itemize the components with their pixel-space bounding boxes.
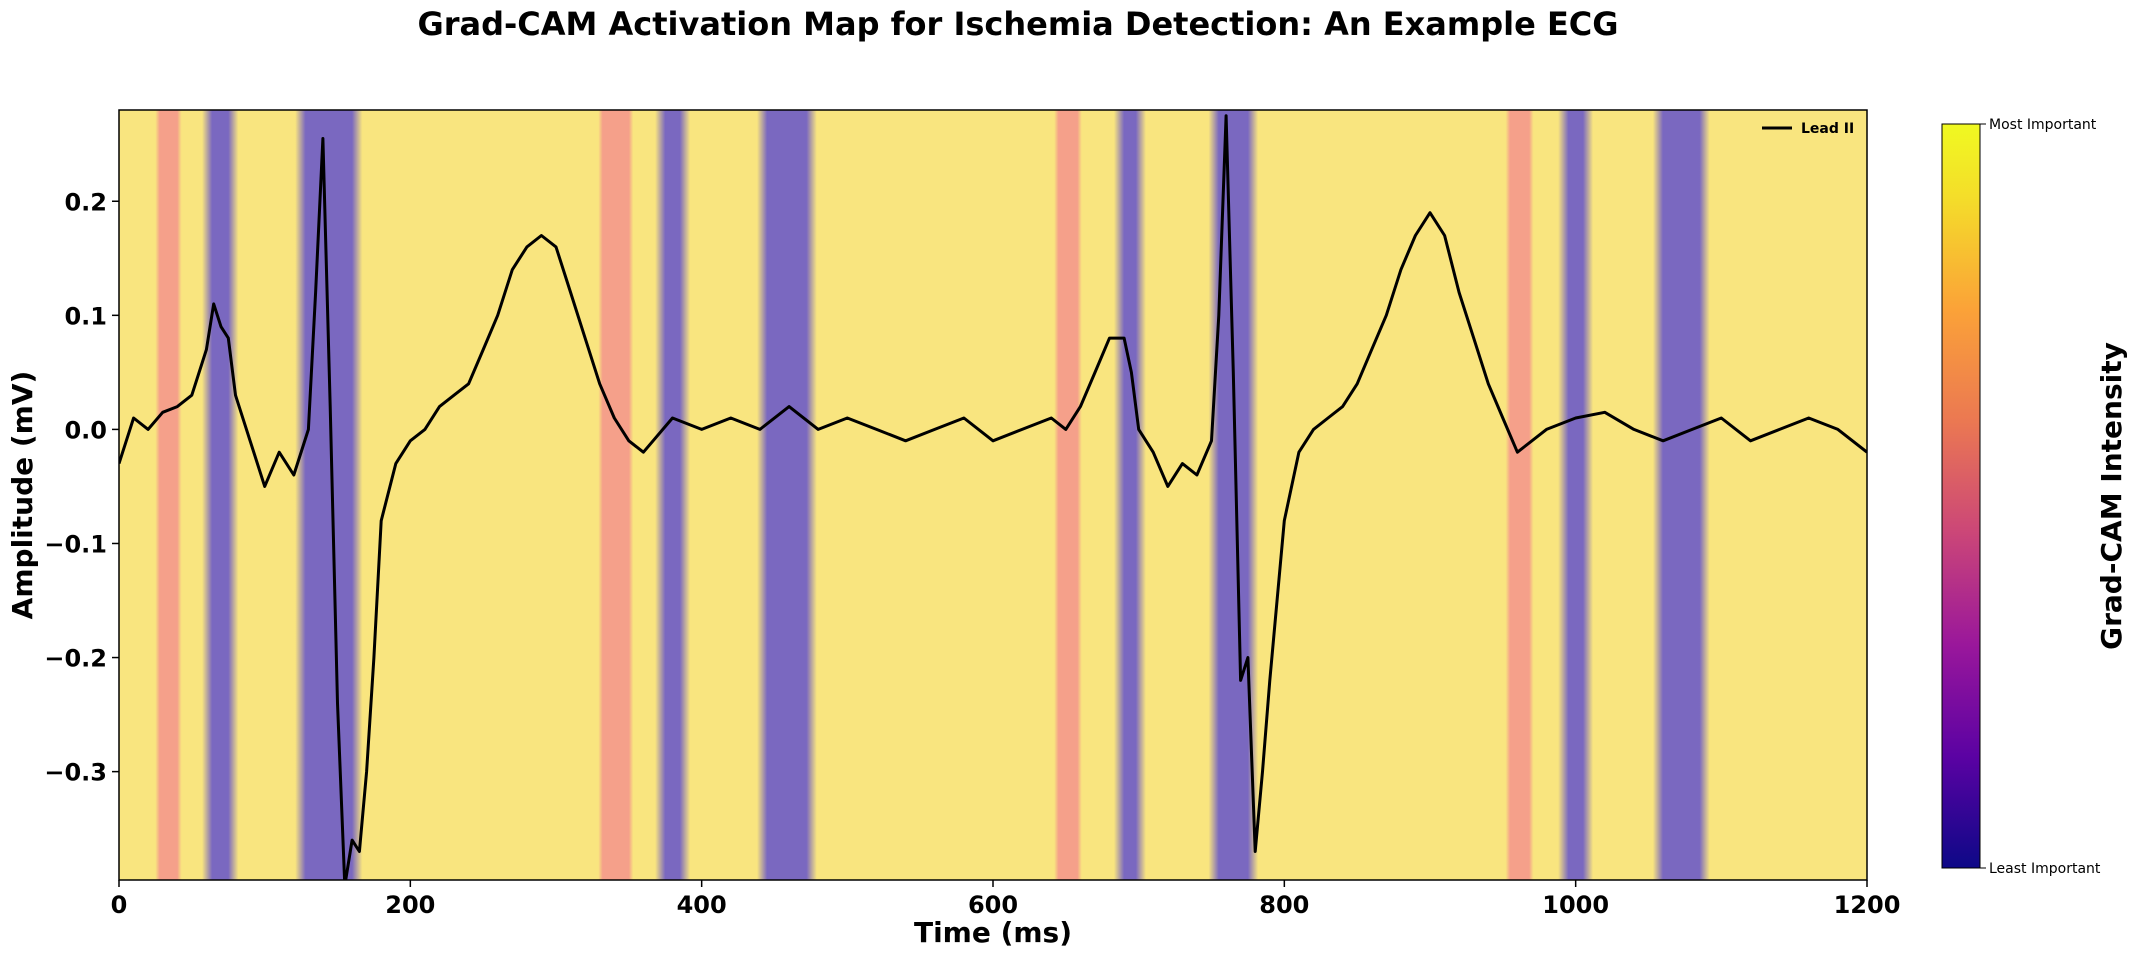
x-tick-label: 200 [385,891,435,919]
x-tick-label: 600 [968,891,1018,919]
x-tick-label: 1000 [1542,891,1609,919]
y-tick-label: −0.1 [44,530,107,558]
x-axis-label: Time (ms) [914,916,1072,949]
y-tick-label: 0.0 [64,416,107,444]
x-tick-label: 1200 [1834,891,1901,919]
colorbar-label-most-important: Most Important [1989,117,2097,133]
y-tick-label: 0.1 [64,302,107,330]
y-tick-label: −0.2 [44,645,107,673]
x-tick-label: 800 [1259,891,1309,919]
colorbar-title: Grad-CAM Intensity [2095,342,2128,650]
y-axis: 0.2 0.1 0.0 −0.1 −0.2 −0.3 [44,188,119,787]
y-tick-label: −0.3 [44,759,107,787]
y-tick-label: 0.2 [64,188,107,216]
colorbar: Most Important Least Important Grad-CAM … [1941,117,2128,877]
x-axis: 0 200 400 600 800 1000 1200 [111,880,1901,919]
colorbar-bar [1941,123,1981,869]
legend-label-lead-ii: Lead II [1801,121,1854,137]
x-tick-label: 0 [111,891,128,919]
ecg-series-line [119,114,1867,880]
x-tick-label: 400 [677,891,727,919]
y-axis-label: Amplitude (mV) [6,371,39,620]
chart-title: Grad-CAM Activation Map for Ischemia Det… [417,5,1618,43]
legend: Lead II [1762,121,1854,137]
gradcam-heatmap [119,110,1867,880]
colorbar-label-least-important: Least Important [1989,861,2101,877]
plot-area [118,109,1868,881]
